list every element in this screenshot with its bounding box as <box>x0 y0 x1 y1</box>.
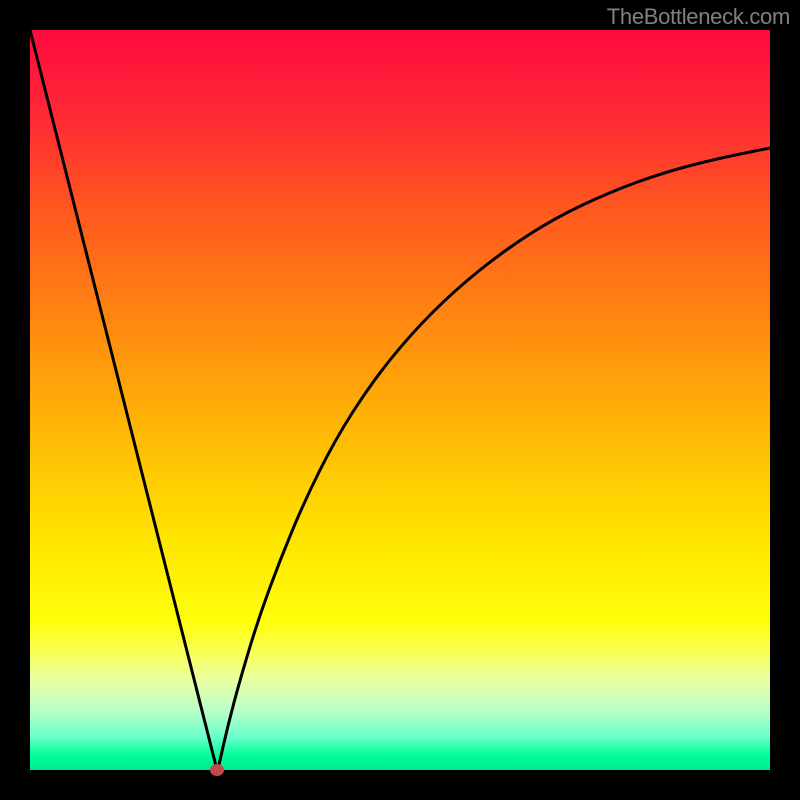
minimum-marker <box>210 764 224 776</box>
watermark-text: TheBottleneck.com <box>607 4 790 30</box>
plot-area <box>30 30 770 770</box>
bottleneck-chart <box>0 0 800 800</box>
chart-container: TheBottleneck.com <box>0 0 800 800</box>
